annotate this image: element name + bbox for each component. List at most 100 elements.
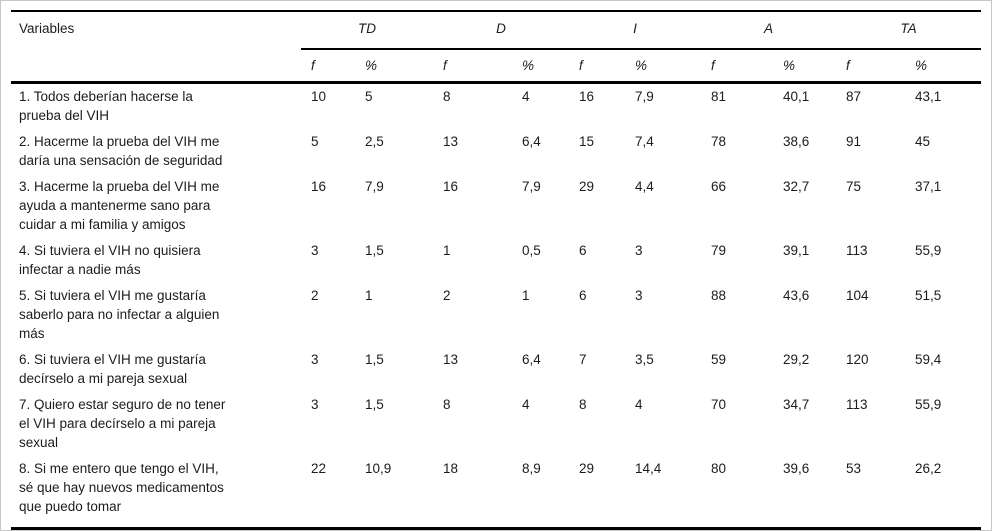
value-cell: 5 [311, 134, 319, 149]
value-cell: 6,4 [522, 352, 541, 367]
value-cell: 29 [579, 179, 595, 194]
value-cell: 66 [711, 179, 727, 194]
value-cell: 8,9 [512, 456, 569, 530]
value-cell: 81 [711, 89, 727, 104]
group-header-i: I [569, 10, 702, 50]
value-cell: 80 [701, 456, 774, 530]
value-cell: 55,9 [915, 243, 942, 258]
value-cell: 16 [443, 179, 459, 194]
value-cell: 59 [711, 352, 727, 367]
table-row: 1. Todos deberían hacerse la prueba del … [11, 83, 981, 130]
value-cell: 79 [711, 243, 727, 258]
value-cell: 32,7 [783, 179, 810, 194]
subheader-row: f % f % f % f % f % [11, 49, 982, 84]
variable-cell: 6. Si tuviera el VIH me gustaría decírse… [19, 352, 206, 386]
variable-cell: 1. Todos deberían hacerse la prueba del … [19, 89, 193, 123]
value-cell: 5 [365, 89, 373, 104]
table-row: 7. Quiero estar seguro de no tener el VI… [11, 392, 981, 456]
value-cell: 7 [579, 352, 587, 367]
value-cell: 6 [579, 243, 587, 258]
variable-cell: 3. Hacerme la prueba del VIH me ayuda a … [19, 179, 220, 232]
value-cell: 3 [311, 243, 319, 258]
value-cell: 10,9 [355, 456, 433, 530]
variable-cell: 5. Si tuviera el VIH me gustaría saberlo… [19, 288, 220, 341]
value-cell: 43,1 [915, 89, 942, 104]
value-cell: 16 [579, 89, 595, 104]
value-cell: 104 [846, 288, 869, 303]
value-cell: 6,4 [522, 134, 541, 149]
value-cell: 70 [711, 397, 727, 412]
value-cell: 55,9 [915, 397, 942, 412]
value-cell: 13 [443, 352, 459, 367]
value-cell: 4,4 [635, 179, 654, 194]
value-cell: 75 [846, 179, 862, 194]
value-cell: 13 [443, 134, 459, 149]
table-row: 2. Hacerme la prueba del VIH me daría un… [11, 129, 981, 174]
value-cell: 3,5 [635, 352, 654, 367]
value-cell: 29 [569, 456, 625, 530]
group-header-row: Variables TD D I A TA [11, 10, 982, 84]
value-cell: 113 [846, 397, 868, 412]
subheader-pct: % [773, 49, 837, 84]
variable-cell: 8. Si me entero que tengo el VIH, sé que… [11, 456, 301, 530]
value-cell: 38,6 [783, 134, 810, 149]
value-cell: 3 [311, 352, 319, 367]
value-cell: 6 [579, 288, 587, 303]
value-cell: 8 [443, 397, 451, 412]
value-cell: 15 [579, 134, 595, 149]
group-header-ta: TA [836, 10, 982, 50]
value-cell: 91 [846, 134, 862, 149]
subheader-f: f [569, 49, 625, 84]
value-cell: 3 [311, 397, 319, 412]
value-cell: 43,6 [783, 288, 810, 303]
value-cell: 51,5 [915, 288, 942, 303]
value-cell: 53 [836, 456, 906, 530]
value-cell: 4 [635, 397, 643, 412]
value-cell: 1,5 [365, 352, 384, 367]
value-cell: 14,4 [625, 456, 702, 530]
value-cell: 37,1 [915, 179, 942, 194]
subheader-f: f [701, 49, 774, 84]
value-cell: 7,9 [635, 89, 654, 104]
value-cell: 7,4 [635, 134, 654, 149]
value-cell: 1,5 [365, 243, 384, 258]
value-cell: 59,4 [915, 352, 942, 367]
value-cell: 1,5 [365, 397, 384, 412]
variable-cell: 2. Hacerme la prueba del VIH me daría un… [19, 134, 223, 168]
value-cell: 39,1 [783, 243, 810, 258]
table-row: 4. Si tuviera el VIH no quisiera infecta… [11, 238, 981, 283]
value-cell: 16 [311, 179, 327, 194]
subheader-pct: % [512, 49, 569, 84]
variable-cell: 4. Si tuviera el VIH no quisiera infecta… [19, 243, 201, 277]
table-row: 5. Si tuviera el VIH me gustaría saberlo… [11, 283, 981, 347]
value-cell: 1 [443, 243, 451, 258]
table-row: 3. Hacerme la prueba del VIH me ayuda a … [11, 174, 981, 238]
value-cell: 3 [635, 243, 643, 258]
table-body: 1. Todos deberían hacerse la prueba del … [11, 83, 982, 530]
value-cell: 78 [711, 134, 727, 149]
value-cell: 4 [522, 397, 530, 412]
group-header-d: D [433, 10, 569, 50]
variable-cell: 7. Quiero estar seguro de no tener el VI… [19, 397, 226, 450]
subheader-pct: % [625, 49, 702, 84]
value-cell: 40,1 [783, 89, 810, 104]
subheader-f: f [433, 49, 512, 84]
value-cell: 8 [579, 397, 587, 412]
value-cell: 7,9 [365, 179, 384, 194]
attitudes-table: Variables TD D I A TA f % f % f % f % f … [11, 10, 982, 530]
variables-column-header: Variables [11, 10, 301, 84]
value-cell: 39,6 [773, 456, 837, 530]
value-cell: 34,7 [783, 397, 810, 412]
value-cell: 8 [443, 89, 451, 104]
value-cell: 45 [915, 134, 931, 149]
value-cell: 2,5 [365, 134, 384, 149]
value-cell: 88 [711, 288, 727, 303]
value-cell: 3 [635, 288, 643, 303]
value-cell: 29,2 [783, 352, 810, 367]
value-cell: 2 [443, 288, 451, 303]
value-cell: 4 [522, 89, 530, 104]
value-cell: 0,5 [522, 243, 541, 258]
subheader-f: f [301, 49, 355, 84]
group-header-td: TD [301, 10, 433, 50]
